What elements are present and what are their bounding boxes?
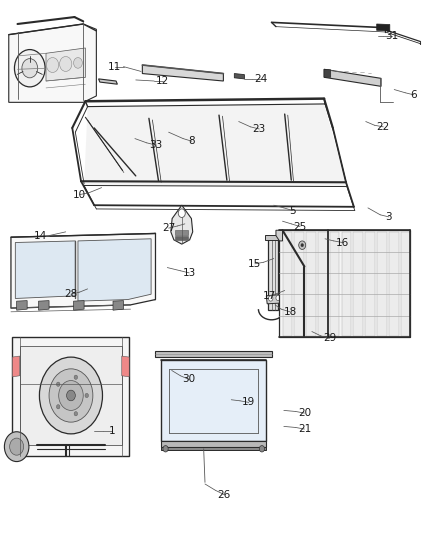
Text: 15: 15 <box>248 259 261 269</box>
Circle shape <box>74 58 82 68</box>
Circle shape <box>74 375 78 379</box>
Text: 6: 6 <box>410 90 417 100</box>
Polygon shape <box>20 346 122 445</box>
Circle shape <box>268 296 273 301</box>
Text: 22: 22 <box>377 122 390 132</box>
Text: 11: 11 <box>108 62 121 71</box>
Text: 13: 13 <box>183 268 196 278</box>
Polygon shape <box>342 232 351 336</box>
Text: 29: 29 <box>323 334 336 343</box>
Text: 23: 23 <box>253 124 266 134</box>
Polygon shape <box>175 230 188 235</box>
Circle shape <box>59 381 83 410</box>
Polygon shape <box>161 441 266 447</box>
Polygon shape <box>283 232 292 336</box>
Text: 31: 31 <box>385 31 399 41</box>
Text: 8: 8 <box>188 136 195 146</box>
Text: 21: 21 <box>298 424 311 434</box>
Text: 16: 16 <box>336 238 349 247</box>
Text: 30: 30 <box>183 375 196 384</box>
Text: 25: 25 <box>293 222 307 231</box>
Polygon shape <box>142 65 223 81</box>
Polygon shape <box>318 232 328 336</box>
Polygon shape <box>365 232 375 336</box>
Text: 27: 27 <box>162 223 175 233</box>
Circle shape <box>276 295 280 301</box>
Polygon shape <box>389 232 399 336</box>
Polygon shape <box>122 356 129 377</box>
Polygon shape <box>155 351 272 357</box>
Polygon shape <box>84 104 347 187</box>
Polygon shape <box>306 232 316 336</box>
Text: 5: 5 <box>289 206 296 215</box>
Text: 18: 18 <box>283 307 297 317</box>
Text: 24: 24 <box>254 74 267 84</box>
Polygon shape <box>12 337 129 456</box>
Text: 1: 1 <box>108 426 115 435</box>
Polygon shape <box>17 301 27 310</box>
Polygon shape <box>12 356 20 377</box>
Polygon shape <box>9 24 96 102</box>
Polygon shape <box>276 230 283 241</box>
Polygon shape <box>377 24 390 31</box>
Text: 19: 19 <box>242 398 255 407</box>
Circle shape <box>22 59 38 78</box>
Text: 12: 12 <box>156 76 170 86</box>
Polygon shape <box>175 236 188 240</box>
Polygon shape <box>15 241 75 298</box>
Text: 26: 26 <box>218 490 231 499</box>
Polygon shape <box>330 232 339 336</box>
Circle shape <box>299 241 306 249</box>
Polygon shape <box>266 294 287 304</box>
Circle shape <box>60 56 72 71</box>
Circle shape <box>14 50 45 87</box>
Text: 28: 28 <box>64 289 78 299</box>
Circle shape <box>57 382 60 386</box>
Circle shape <box>67 390 75 401</box>
Circle shape <box>85 393 88 398</box>
Polygon shape <box>113 301 124 310</box>
Text: 20: 20 <box>298 408 311 418</box>
Text: 14: 14 <box>34 231 47 240</box>
Circle shape <box>74 411 78 416</box>
Polygon shape <box>324 69 331 77</box>
Circle shape <box>4 432 29 462</box>
Text: 10: 10 <box>73 190 86 199</box>
Polygon shape <box>377 232 387 336</box>
Circle shape <box>57 405 60 409</box>
Circle shape <box>301 244 304 247</box>
Polygon shape <box>265 235 283 240</box>
Polygon shape <box>46 48 85 81</box>
Polygon shape <box>171 205 193 244</box>
Polygon shape <box>324 69 381 86</box>
Polygon shape <box>78 239 151 301</box>
Polygon shape <box>234 74 244 79</box>
Polygon shape <box>161 447 266 450</box>
Polygon shape <box>99 79 117 84</box>
Polygon shape <box>401 232 410 336</box>
Polygon shape <box>11 233 155 308</box>
Circle shape <box>49 369 93 422</box>
Circle shape <box>39 357 102 434</box>
Polygon shape <box>268 237 278 310</box>
Polygon shape <box>39 301 49 310</box>
Circle shape <box>163 446 168 452</box>
Text: 17: 17 <box>263 291 276 301</box>
Polygon shape <box>294 232 304 336</box>
Polygon shape <box>353 232 363 336</box>
Circle shape <box>259 446 265 452</box>
Polygon shape <box>161 360 266 441</box>
Circle shape <box>46 58 59 72</box>
Text: 33: 33 <box>149 140 162 150</box>
Polygon shape <box>279 230 410 337</box>
Polygon shape <box>74 301 84 310</box>
Text: 3: 3 <box>385 212 392 222</box>
Circle shape <box>10 438 24 455</box>
Circle shape <box>178 209 185 217</box>
